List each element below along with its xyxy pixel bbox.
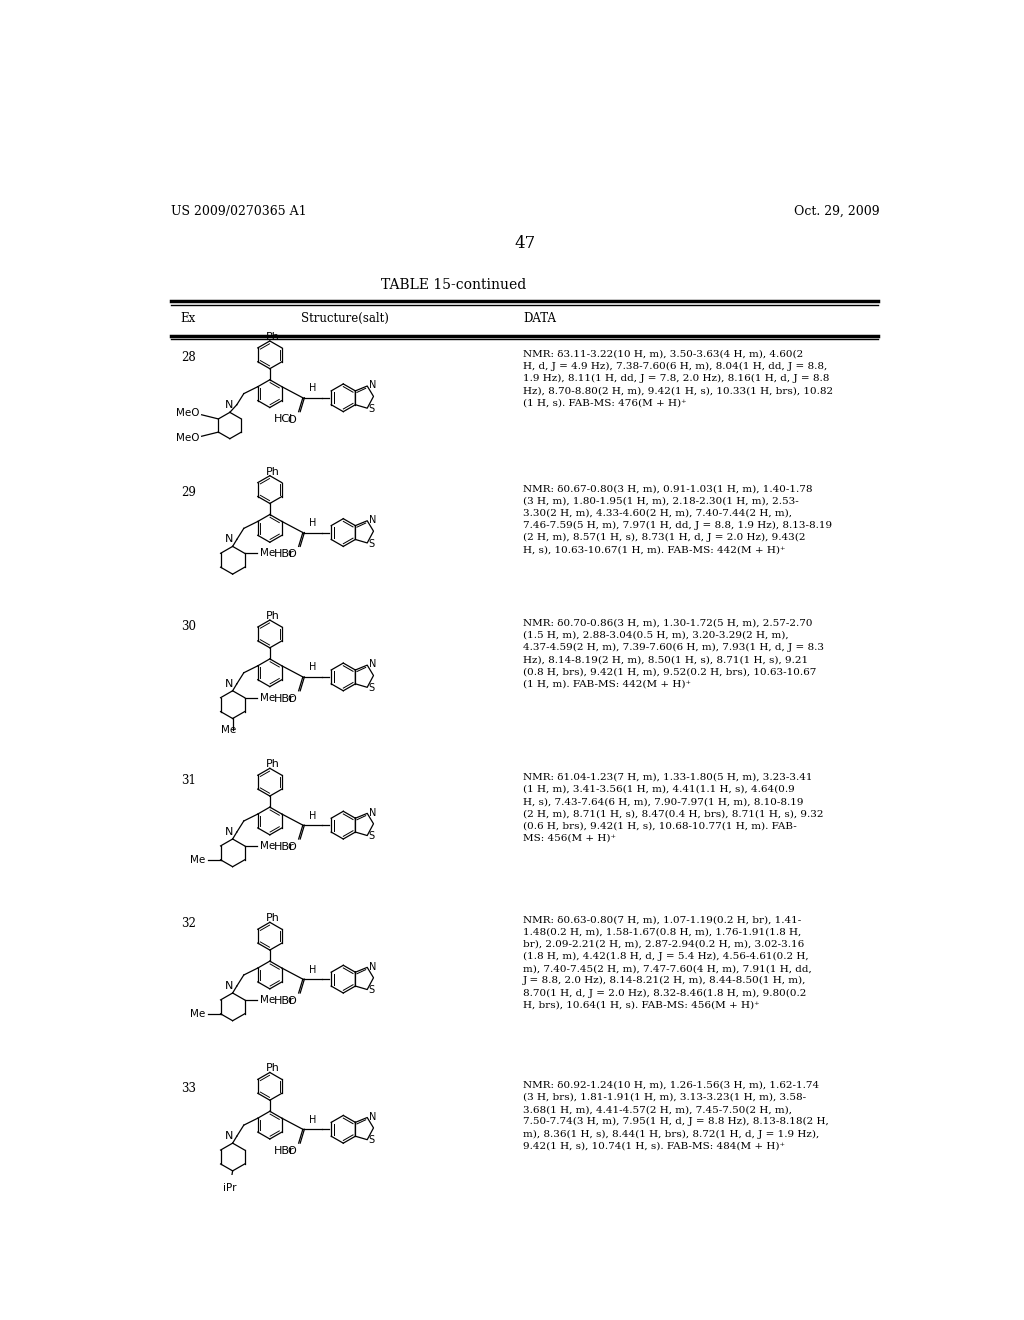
Text: S: S — [369, 404, 375, 414]
Text: HCl: HCl — [274, 414, 294, 425]
Text: Ph: Ph — [265, 759, 280, 770]
Text: O: O — [288, 694, 296, 704]
Text: Ph: Ph — [265, 913, 280, 923]
Text: HBr: HBr — [273, 693, 294, 704]
Text: NMR: δ0.92-1.24(10 H, m), 1.26-1.56(3 H, m), 1.62-1.74
(3 H, brs), 1.81-1.91(1 H: NMR: δ0.92-1.24(10 H, m), 1.26-1.56(3 H,… — [523, 1081, 829, 1151]
Text: O: O — [288, 997, 296, 1006]
Text: Structure(salt): Structure(salt) — [301, 313, 389, 326]
Text: HBr: HBr — [273, 549, 294, 560]
Text: Ph: Ph — [265, 611, 280, 620]
Text: TABLE 15-continued: TABLE 15-continued — [381, 277, 526, 292]
Text: DATA: DATA — [523, 313, 556, 326]
Text: N: N — [225, 981, 233, 991]
Text: NMR: δ0.67-0.80(3 H, m), 0.91-1.03(1 H, m), 1.40-1.78
(3 H, m), 1.80-1.95(1 H, m: NMR: δ0.67-0.80(3 H, m), 0.91-1.03(1 H, … — [523, 484, 833, 554]
Text: HBr: HBr — [273, 1146, 294, 1156]
Text: HBr: HBr — [273, 842, 294, 851]
Text: NMR: δ1.04-1.23(7 H, m), 1.33-1.80(5 H, m), 3.23-3.41
(1 H, m), 3.41-3.56(1 H, m: NMR: δ1.04-1.23(7 H, m), 1.33-1.80(5 H, … — [523, 774, 823, 842]
Text: 29: 29 — [180, 486, 196, 499]
Text: 28: 28 — [180, 351, 196, 364]
Text: 47: 47 — [514, 235, 536, 252]
Text: O: O — [288, 842, 296, 853]
Text: MeO: MeO — [176, 433, 200, 442]
Text: N: N — [369, 380, 376, 391]
Text: H: H — [309, 517, 316, 528]
Text: Me: Me — [221, 725, 237, 735]
Text: N: N — [225, 1131, 233, 1142]
Text: NMR: δ0.63-0.80(7 H, m), 1.07-1.19(0.2 H, br), 1.41-
1.48(0.2 H, m), 1.58-1.67(0: NMR: δ0.63-0.80(7 H, m), 1.07-1.19(0.2 H… — [523, 915, 812, 1010]
Text: O: O — [288, 549, 296, 560]
Text: iPr: iPr — [223, 1183, 237, 1193]
Text: 31: 31 — [180, 775, 196, 788]
Text: US 2009/0270365 A1: US 2009/0270365 A1 — [171, 205, 306, 218]
Text: N: N — [225, 400, 233, 409]
Text: S: S — [369, 682, 375, 693]
Text: Me: Me — [260, 841, 274, 851]
Text: H: H — [309, 663, 316, 672]
Text: N: N — [369, 961, 376, 972]
Text: 32: 32 — [180, 917, 196, 929]
Text: N: N — [225, 828, 233, 837]
Text: 33: 33 — [180, 1082, 196, 1096]
Text: O: O — [288, 1146, 296, 1156]
Text: H: H — [309, 383, 316, 393]
Text: Me: Me — [260, 995, 274, 1005]
Text: S: S — [369, 1135, 375, 1146]
Text: Ph: Ph — [265, 466, 280, 477]
Text: MeO: MeO — [176, 408, 200, 418]
Text: Me: Me — [260, 548, 274, 558]
Text: Ph: Ph — [265, 1064, 280, 1073]
Text: N: N — [369, 1111, 376, 1122]
Text: N: N — [225, 678, 233, 689]
Text: S: S — [369, 832, 375, 841]
Text: N: N — [369, 515, 376, 525]
Text: Ex: Ex — [180, 313, 196, 326]
Text: N: N — [225, 535, 233, 544]
Text: H: H — [309, 810, 316, 821]
Text: Oct. 29, 2009: Oct. 29, 2009 — [795, 205, 880, 218]
Text: S: S — [369, 539, 375, 549]
Text: N: N — [369, 660, 376, 669]
Text: 30: 30 — [180, 620, 196, 634]
Text: S: S — [369, 985, 375, 995]
Text: H: H — [309, 965, 316, 974]
Text: NMR: δ3.11-3.22(10 H, m), 3.50-3.63(4 H, m), 4.60(2
H, d, J = 4.9 Hz), 7.38-7.60: NMR: δ3.11-3.22(10 H, m), 3.50-3.63(4 H,… — [523, 350, 834, 408]
Text: Me: Me — [260, 693, 274, 702]
Text: O: O — [288, 414, 296, 425]
Text: HBr: HBr — [273, 995, 294, 1006]
Text: N: N — [369, 808, 376, 817]
Text: H: H — [309, 1114, 316, 1125]
Text: NMR: δ0.70-0.86(3 H, m), 1.30-1.72(5 H, m), 2.57-2.70
(1.5 H, m), 2.88-3.04(0.5 : NMR: δ0.70-0.86(3 H, m), 1.30-1.72(5 H, … — [523, 619, 824, 689]
Text: Me: Me — [190, 1008, 206, 1019]
Text: Me: Me — [190, 855, 206, 865]
Text: Ph: Ph — [265, 331, 280, 342]
